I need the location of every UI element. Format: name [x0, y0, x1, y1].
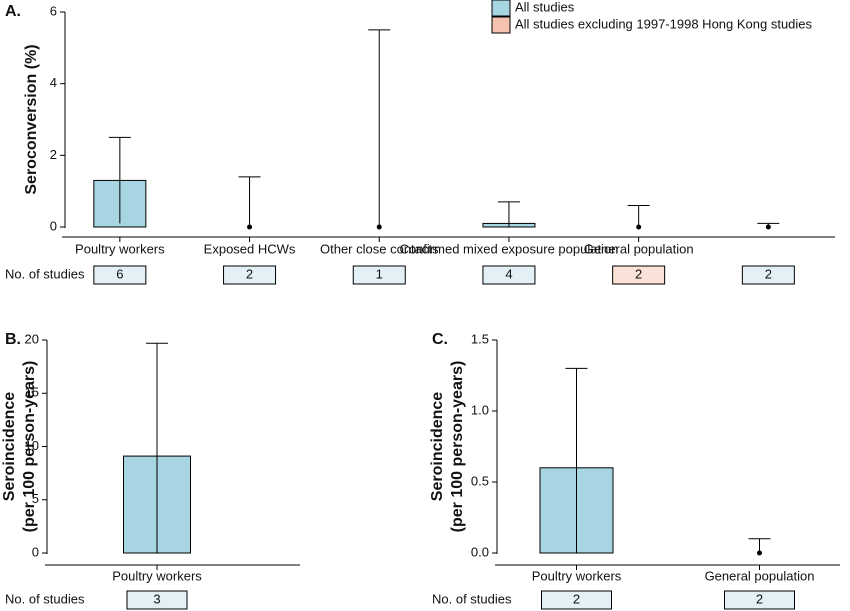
study-count: 2	[756, 591, 763, 606]
legend-swatch	[491, 16, 511, 34]
x-tick-label: General population	[584, 241, 694, 256]
y-tick-label: 0.5	[471, 473, 489, 488]
x-tick-label: Exposed HCWs	[204, 241, 296, 256]
x-tick-label: Poultry workers	[532, 568, 622, 583]
count-box	[612, 265, 666, 285]
panel-label: A.	[5, 3, 21, 20]
point	[757, 550, 762, 556]
y-tick-label: 15	[25, 385, 39, 400]
study-count: 1	[376, 266, 383, 281]
y-tick-label: 1.5	[471, 331, 489, 346]
study-count: 2	[573, 591, 580, 606]
x-tick-label: Poultry workers	[75, 241, 165, 256]
count-box	[541, 590, 612, 610]
y-axis-label: Seroincidence	[429, 392, 446, 501]
study-count: 6	[116, 266, 123, 281]
point	[376, 224, 382, 230]
x-tick-label: General population	[705, 568, 815, 583]
count-box	[482, 265, 536, 285]
legend-label: All studies	[515, 0, 575, 14]
study-count: 2	[246, 266, 253, 281]
x-tick-label: Other close contacts	[320, 241, 439, 256]
count-box	[93, 265, 147, 285]
studies-label: No. of studies	[432, 591, 512, 606]
study-count: 3	[153, 591, 160, 606]
y-tick-label: 0	[32, 544, 39, 559]
studies-label: No. of studies	[5, 591, 85, 606]
study-count: 2	[635, 266, 642, 281]
y-tick-label: 1.0	[471, 402, 489, 417]
panel-label: C.	[432, 331, 448, 348]
y-tick-label: 4	[50, 75, 57, 90]
studies-label: No. of studies	[5, 266, 85, 281]
legend-label: All studies excluding 1997-1998 Hong Kon…	[515, 16, 813, 31]
count-box	[126, 590, 188, 610]
y-axis-label: (per 100 person-years)	[21, 361, 38, 533]
point	[765, 224, 771, 230]
y-tick-label: 6	[50, 3, 57, 18]
count-box	[724, 590, 795, 610]
count-box	[352, 265, 406, 285]
y-tick-label: 5	[32, 491, 39, 506]
panel-label: B.	[5, 331, 21, 348]
legend-swatch	[491, 0, 511, 17]
y-tick-label: 20	[25, 331, 39, 346]
y-tick-label: 10	[25, 438, 39, 453]
point	[636, 224, 642, 230]
count-box	[223, 265, 277, 285]
study-count: 2	[765, 266, 772, 281]
y-axis-label: Seroincidence	[1, 392, 18, 501]
y-axis-label: Seroconversion (%)	[23, 44, 40, 194]
y-tick-label: 0.0	[471, 544, 489, 559]
point	[247, 224, 253, 230]
x-tick-label: Poultry workers	[112, 568, 202, 583]
x-tick-label: Confirmed mixed exposure population	[399, 241, 618, 256]
y-tick-label: 2	[50, 147, 57, 162]
y-tick-label: 0	[50, 218, 57, 233]
y-axis-label: (per 100 person-years)	[449, 361, 466, 533]
count-box	[741, 265, 795, 285]
study-count: 4	[505, 266, 512, 281]
